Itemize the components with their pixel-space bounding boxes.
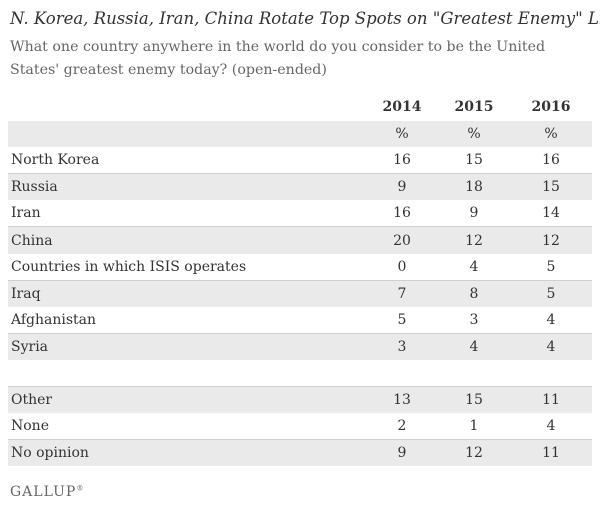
unit-cell: % [438, 120, 510, 148]
table-row: Afghanistan 5 3 4 [8, 306, 592, 334]
table-row: North Korea 16 15 16 [8, 147, 592, 175]
row-label: North Korea [8, 147, 366, 175]
cell-value: 4 [438, 333, 510, 360]
cell-value: 5 [366, 306, 438, 334]
cell-value: 20 [366, 226, 438, 254]
row-label: Countries in which ISIS operates [8, 253, 366, 281]
cell-value: 0 [366, 253, 438, 281]
cell-value: 8 [438, 280, 510, 307]
cell-value: 15 [438, 386, 510, 414]
question-text: What one country anywhere in the world d… [10, 39, 546, 78]
cell-value: 15 [510, 173, 592, 201]
spacer-cell [438, 359, 510, 388]
cell-value: 4 [510, 413, 592, 441]
cell-value: 12 [510, 226, 592, 254]
row-label: Syria [8, 333, 366, 360]
cell-value: 4 [510, 306, 592, 334]
cell-value: 15 [438, 147, 510, 175]
column-header: 2015 [438, 94, 510, 121]
cell-value: 16 [366, 147, 438, 175]
cell-value: 16 [510, 147, 592, 175]
registered-mark: ® [76, 484, 84, 493]
chart-title: N. Korea, Russia, Iran, China Rotate Top… [10, 9, 600, 28]
cell-value: 13 [366, 386, 438, 414]
cell-value: 3 [366, 333, 438, 360]
spacer-row [8, 359, 592, 388]
row-label: China [8, 226, 366, 254]
table-row: Countries in which ISIS operates 0 4 5 [8, 253, 592, 281]
cell-value: 9 [366, 173, 438, 201]
header-row: 2014 2015 2016 [8, 94, 592, 121]
cell-value: 3 [438, 306, 510, 334]
cell-value: 1 [438, 413, 510, 441]
cell-value: 5 [510, 280, 592, 307]
cell-value: 12 [438, 226, 510, 254]
row-label: Other [8, 386, 366, 414]
cell-value: 11 [510, 386, 592, 414]
cell-value: 18 [438, 173, 510, 201]
unit-cell: % [510, 120, 592, 148]
cell-value: 4 [510, 333, 592, 360]
cell-value: 9 [366, 439, 438, 467]
row-label: Iraq [8, 280, 366, 307]
column-header: 2016 [510, 94, 592, 121]
row-label: No opinion [8, 439, 366, 467]
row-label: None [8, 413, 366, 441]
column-header: 2014 [366, 94, 438, 121]
cell-value: 12 [438, 439, 510, 467]
gallup-logo: GALLUP® [10, 484, 83, 500]
table-row: Other 13 15 11 [8, 386, 592, 414]
cell-value: 2 [366, 413, 438, 441]
spacer-cell [510, 359, 592, 388]
spacer-cell [366, 359, 438, 388]
spacer-cell [8, 359, 366, 388]
header-blank [8, 94, 366, 121]
cell-value: 9 [438, 200, 510, 228]
unit-cell: % [366, 120, 438, 148]
cell-value: 16 [366, 200, 438, 228]
table-row: No opinion 9 12 11 [8, 439, 592, 467]
row-label: Afghanistan [8, 306, 366, 334]
cell-value: 7 [366, 280, 438, 307]
logo-text: GALLUP [10, 484, 77, 500]
table-row: China 20 12 12 [8, 226, 592, 254]
results-table: 2014 2015 2016 % % % North Korea 16 15 1… [8, 94, 592, 467]
unit-row: % % % [8, 120, 592, 148]
table-row: Russia 9 18 15 [8, 173, 592, 201]
cell-value: 11 [510, 439, 592, 467]
row-label: Iran [8, 200, 366, 228]
cell-value: 14 [510, 200, 592, 228]
table-row: Iraq 7 8 5 [8, 280, 592, 307]
cell-value: 4 [438, 253, 510, 281]
row-label: Russia [8, 173, 366, 201]
unit-row-label [8, 120, 366, 148]
table-row: Syria 3 4 4 [8, 333, 592, 360]
cell-value: 5 [510, 253, 592, 281]
table-row: Iran 16 9 14 [8, 200, 592, 228]
table-row: None 2 1 4 [8, 413, 592, 441]
